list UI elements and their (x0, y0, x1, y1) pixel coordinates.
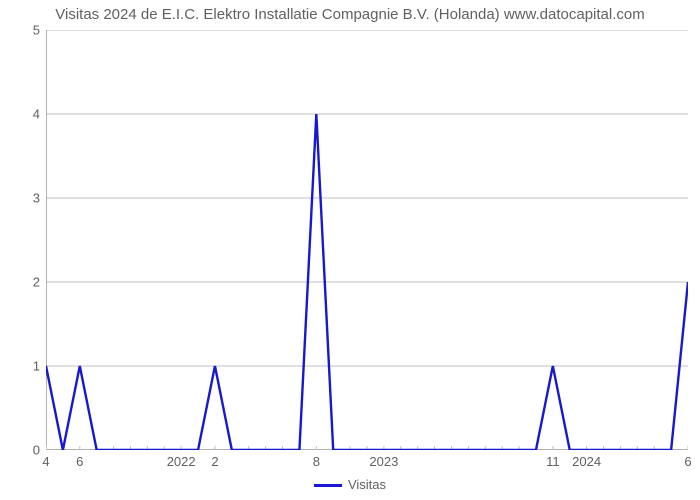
x-tick-label: 2022 (167, 454, 196, 469)
x-tick-label: 2024 (572, 454, 601, 469)
y-tick-label: 2 (10, 275, 40, 290)
legend: Visitas (0, 477, 700, 492)
chart-title: Visitas 2024 de E.I.C. Elektro Installat… (0, 6, 700, 23)
x-tick-label: 6 (76, 454, 83, 469)
y-tick-label: 3 (10, 191, 40, 206)
x-tick-label: 2 (211, 454, 218, 469)
y-tick-label: 1 (10, 359, 40, 374)
y-tick-label: 4 (10, 107, 40, 122)
x-tick-label: 6 (684, 454, 691, 469)
y-tick-label: 5 (10, 23, 40, 38)
x-tick-label: 4 (42, 454, 49, 469)
x-tick-label: 8 (313, 454, 320, 469)
x-tick-label: 2023 (369, 454, 398, 469)
x-tick-label: 11 (546, 454, 560, 469)
legend-swatch (314, 484, 342, 487)
legend-label: Visitas (348, 477, 386, 492)
y-tick-label: 0 (10, 443, 40, 458)
chart-plot-area (46, 30, 688, 450)
